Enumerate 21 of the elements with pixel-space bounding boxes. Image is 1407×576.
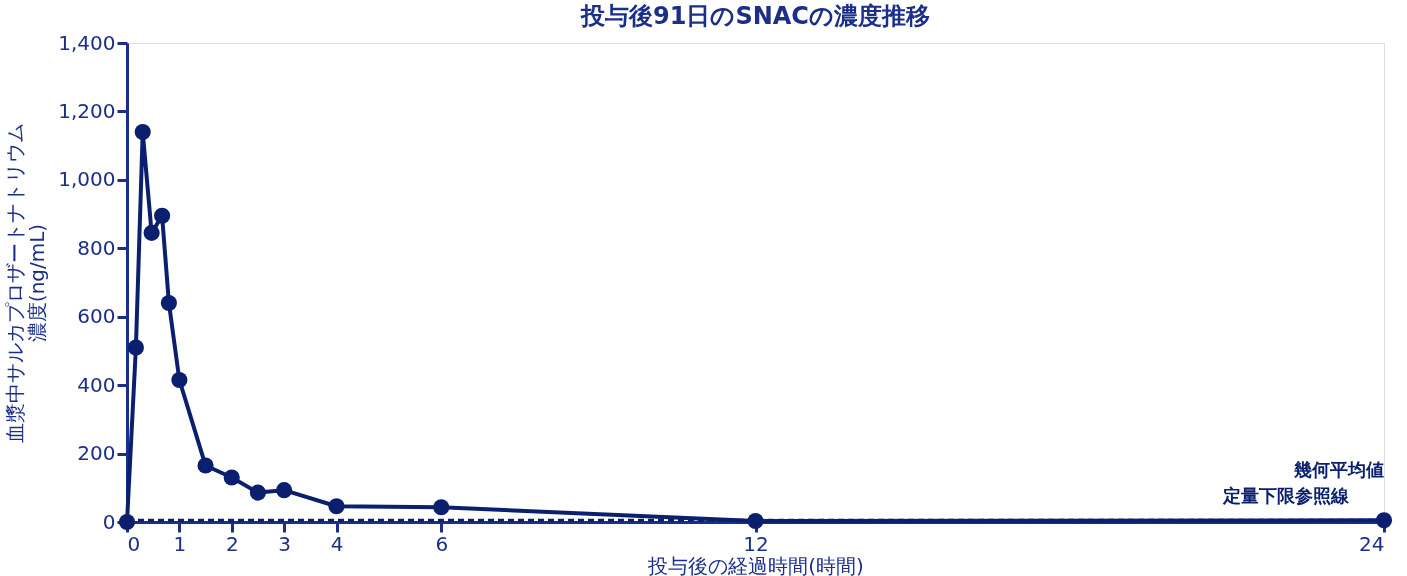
x-tick-label: 3	[278, 531, 291, 556]
y-tick-label: 800	[77, 235, 116, 260]
ref-line-label: 定量下限参照線	[1222, 485, 1350, 507]
y-tick-label: 400	[77, 372, 116, 397]
y-tick-label: 1,000	[58, 167, 116, 192]
x-tick-label: 1	[173, 531, 187, 556]
x-tick-label: 2	[225, 531, 239, 556]
x-axis-title: 投与後の経過時間(時間)	[647, 553, 864, 576]
x-tick-label: 0	[127, 531, 141, 556]
series-label: 幾何平均値	[1293, 459, 1384, 481]
y-tick-label: 1,400	[58, 30, 116, 55]
y-axis-title: 血漿中サルカプロザートナトリウム濃度(ng/mL)	[3, 123, 50, 443]
y-tick-label: 600	[77, 304, 116, 329]
y-tick-label: 200	[77, 441, 116, 466]
x-tick-label: 24	[1359, 531, 1385, 556]
x-tick-label: 12	[743, 531, 769, 556]
chart-title: 投与後91日のSNACの濃度推移	[580, 2, 930, 30]
x-tick-label: 6	[435, 531, 449, 556]
y-tick-label: 0	[102, 509, 116, 534]
x-tick-label: 4	[330, 531, 344, 556]
y-tick-label: 1,200	[58, 98, 116, 123]
